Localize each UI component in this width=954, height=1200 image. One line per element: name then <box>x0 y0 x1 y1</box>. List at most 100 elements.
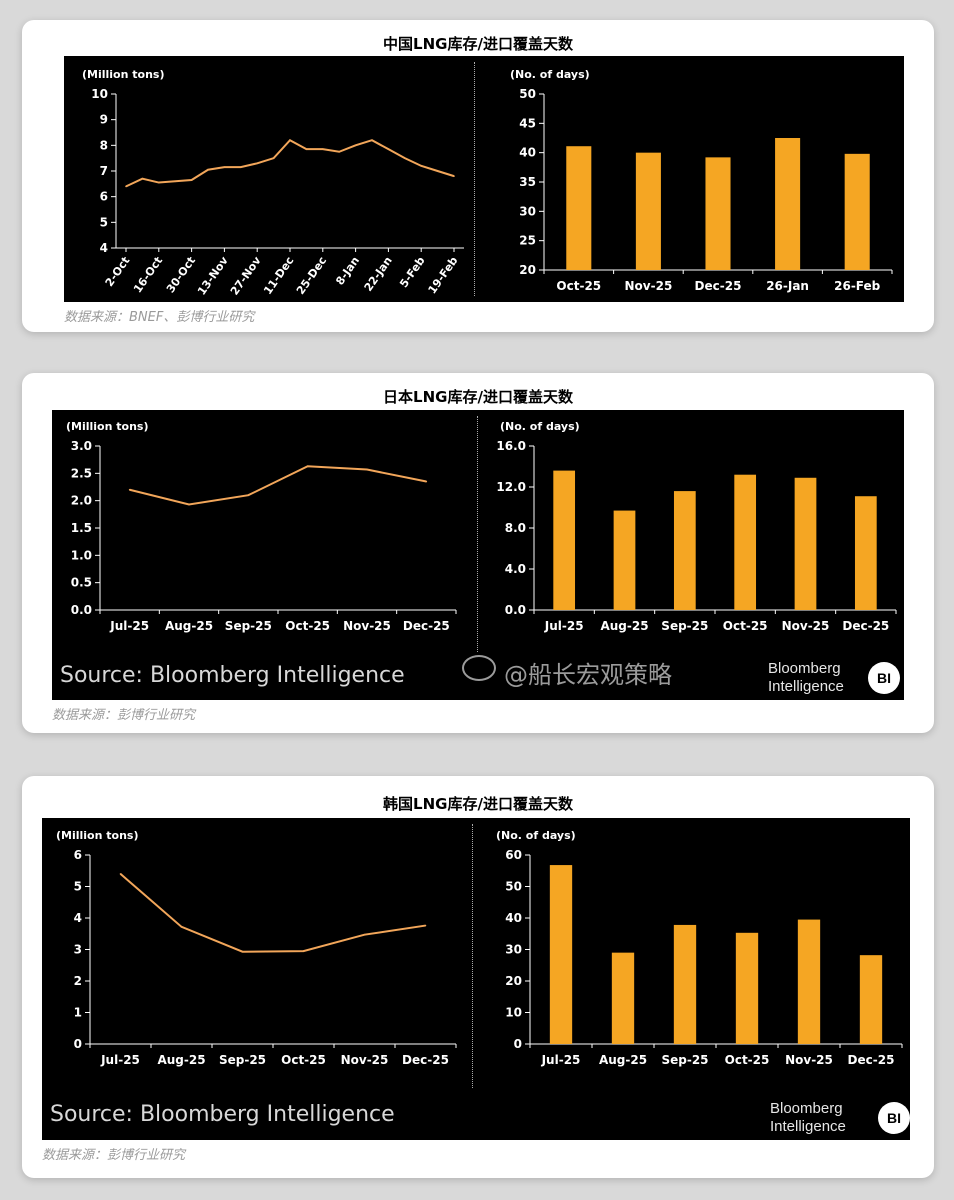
data-point <box>240 166 242 168</box>
data-point <box>128 488 131 491</box>
y-tick-label: 2.5 <box>71 466 92 480</box>
watermark-text: @船长宏观策略 <box>504 661 672 689</box>
japan-source-note: 数据来源：彭博行业研究 <box>52 708 196 723</box>
bar <box>549 865 573 1044</box>
china-inventory-line-chart: (Million tons)456789102-Oct16-Oct30-Oct1… <box>82 68 464 298</box>
data-point <box>241 950 244 953</box>
x-tick-label: Dec-25 <box>842 619 889 633</box>
bloomberg-intelligence-logo: Bloomberg Intelligence <box>770 1100 846 1136</box>
china-chart-panel: (Million tons) 4 5 6 7 8 9 10 2-Oct 16-Oct 30-Oct 1… <box>64 56 904 302</box>
y-tick-label: 50 <box>505 880 522 894</box>
x-tick-label: Aug-25 <box>165 619 213 633</box>
x-tick-label: Jul-25 <box>100 1053 140 1067</box>
series-line <box>125 138 455 188</box>
x-tick-label: 8-Jan <box>333 254 362 287</box>
y-tick-label: 45 <box>519 116 536 130</box>
data-point <box>366 468 368 471</box>
data-point <box>223 166 226 168</box>
x-tick-label: Aug-25 <box>157 1053 205 1067</box>
data-point <box>188 503 190 506</box>
y-axis-label: (Million tons) <box>56 829 139 842</box>
y-tick-label: 40 <box>519 146 536 160</box>
japan-card: 日本LNG库存/进口覆盖天数 (Million tons) 0.0 0.5 1.0 1.… <box>22 373 934 733</box>
data-point <box>371 139 373 141</box>
bar <box>854 496 877 610</box>
x-tick-label: Nov-25 <box>625 279 673 293</box>
bi-badge-icon: BI <box>868 662 900 694</box>
korea-inventory-line-chart: (Million tons) 0 1 2 3 4 5 6 Jul-25 Aug-25 Sep-25 O… <box>56 829 457 1067</box>
y-tick-label: 3.0 <box>71 439 92 453</box>
bar <box>613 510 636 610</box>
x-tick-label: Sep-25 <box>661 619 708 633</box>
logo-line1: Bloomberg <box>770 1100 843 1117</box>
korea-card: 韩国LNG库存/进口覆盖天数 (Million tons) 0 1 2 3 4 5 6 Jul-… <box>22 776 934 1178</box>
x-tick-label: 19-Feb <box>426 254 461 296</box>
panel-divider <box>472 824 473 1088</box>
bar <box>735 932 759 1044</box>
bar <box>859 955 883 1044</box>
x-tick-label: 25-Dec <box>294 254 329 297</box>
y-tick-label: 2.0 <box>71 494 92 508</box>
y-axis-label: (No. of days) <box>500 420 580 433</box>
bar <box>775 138 801 270</box>
panel-divider <box>477 416 478 652</box>
japan-inventory-line-chart: (Million tons) 0.0 0.5 1.0 1.5 2.0 2.5 3.0 Jul-2… <box>66 420 457 633</box>
y-axis-label: (Million tons) <box>66 420 149 433</box>
data-point <box>289 139 291 141</box>
data-point <box>247 494 250 496</box>
y-tick-label: 60 <box>505 848 522 862</box>
china-source-note: 数据来源：BNEF、彭博行业研究 <box>64 310 255 325</box>
x-tick-label: Jul-25 <box>544 619 584 633</box>
x-tick-label: Oct-25 <box>556 279 601 293</box>
china-card-title: 中国LNG库存/进口覆盖天数 <box>383 35 573 53</box>
x-tick-label: Sep-25 <box>225 619 272 633</box>
x-tick-label: Oct-25 <box>285 619 330 633</box>
data-point <box>305 148 308 150</box>
x-tick-label: 27-Nov <box>228 254 264 298</box>
x-tick-label: Oct-25 <box>725 1053 770 1067</box>
y-tick-label: 12.0 <box>496 480 526 494</box>
y-tick-label: 8.0 <box>505 521 526 535</box>
x-tick-label: Sep-25 <box>661 1053 708 1067</box>
y-tick-label: 1.5 <box>71 521 92 535</box>
x-tick-label: 22-Jan <box>362 254 395 294</box>
y-tick-label: 20 <box>519 263 536 277</box>
y-tick-label: 0 <box>514 1037 522 1051</box>
data-point <box>436 170 439 172</box>
x-tick-label: Jul-25 <box>541 1053 581 1067</box>
bar <box>635 152 661 270</box>
bar <box>794 477 817 610</box>
bloomberg-source-text: Source: Bloomberg Intelligence <box>60 663 405 688</box>
y-tick-label: 10 <box>505 1006 522 1020</box>
y-tick-label: 0.5 <box>71 576 92 590</box>
data-point <box>119 873 122 875</box>
data-point <box>141 177 144 180</box>
bloomberg-intelligence-logo: Bloomberg Intelligence <box>768 660 844 696</box>
korea-chart-panel: (Million tons) 0 1 2 3 4 5 6 Jul-25 Aug-25 Sep-25 O… <box>42 818 910 1140</box>
y-tick-label: 6 <box>100 190 108 204</box>
data-point <box>272 157 275 159</box>
logo-line2: Intelligence <box>770 1118 846 1135</box>
y-tick-label: 2 <box>74 974 82 988</box>
bar <box>553 470 576 610</box>
japan-coverage-bar-chart: (No. of days) 0.0 4.0 8.0 12.0 16.0 Jul-25 Aug-… <box>496 420 897 633</box>
y-tick-label: 16.0 <box>496 439 526 453</box>
data-point <box>354 144 357 147</box>
x-tick-label: 2-Oct <box>103 254 133 289</box>
bar <box>673 491 696 610</box>
x-tick-label: Sep-25 <box>219 1053 266 1067</box>
y-tick-label: 30 <box>505 943 522 957</box>
korea-coverage-bar-chart: (No. of days) 0 10 20 30 40 50 60 Jul-25 Aug-25 Se… <box>496 829 903 1067</box>
y-tick-label: 1 <box>74 1006 82 1020</box>
x-tick-label: Aug-25 <box>599 1053 647 1067</box>
data-point <box>363 933 366 936</box>
korea-card-title: 韩国LNG库存/进口覆盖天数 <box>383 795 573 813</box>
x-tick-label: Nov-25 <box>343 619 391 633</box>
data-point <box>306 465 309 468</box>
japan-card-title: 日本LNG库存/进口覆盖天数 <box>383 388 573 406</box>
y-tick-label: 7 <box>100 164 108 178</box>
y-tick-label: 20 <box>505 974 522 988</box>
y-tick-label: 4.0 <box>505 562 526 576</box>
x-tick-label: Oct-25 <box>281 1053 326 1067</box>
series-line <box>129 465 427 506</box>
